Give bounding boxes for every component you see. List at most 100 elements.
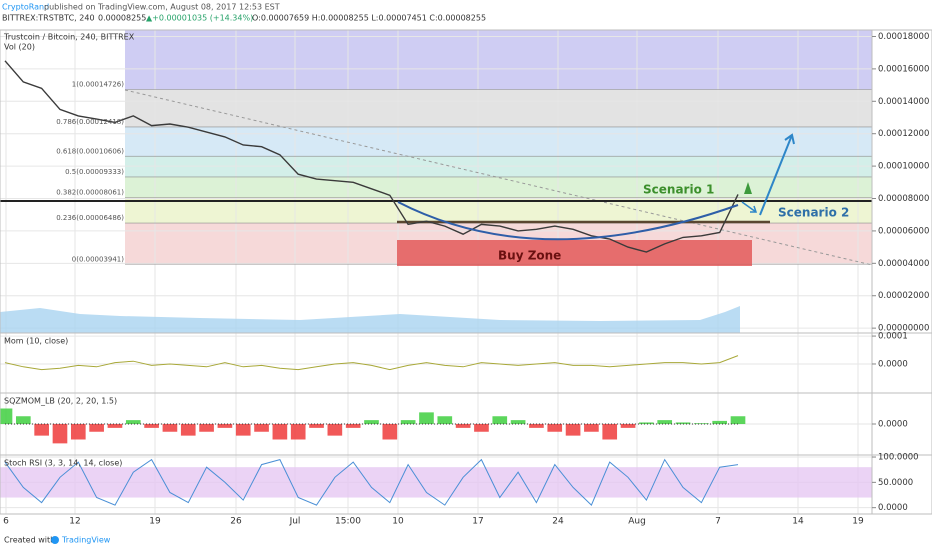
frame	[0, 29, 932, 515]
sqz-bar	[235, 424, 251, 436]
trend-line	[124, 89, 873, 266]
sqz-bar	[364, 420, 379, 424]
sqz-bar	[309, 424, 324, 428]
x-tick-label: 19	[149, 517, 161, 527]
fib-label: 0.786(0.00012418)	[56, 118, 124, 126]
y-tick-label: 0.00004000	[878, 259, 929, 269]
symbol: BITTREX:TRSTBTC, 240	[2, 14, 95, 23]
fib-label: 0.618(0.00010606)	[56, 147, 124, 155]
x-tick-label: 15:00	[335, 517, 361, 527]
sqz-bar	[15, 416, 31, 424]
sqz-bar	[52, 424, 68, 444]
y-tick-label: 0.00012000	[878, 129, 929, 139]
y-tick-label: 0.00000000	[878, 324, 929, 334]
x-tick-label: Aug	[628, 517, 646, 527]
x-tick-label: 26	[230, 517, 242, 527]
x-tick-label: 12	[69, 517, 80, 527]
x-tick-label: 17	[472, 517, 483, 527]
line-layer	[0, 89, 872, 506]
sqz-bar	[602, 424, 618, 440]
sqz-bar	[290, 424, 306, 440]
fib-label: 0.382(0.00008061)	[56, 189, 124, 197]
arrow-head	[750, 205, 758, 213]
sqz-bar	[455, 424, 471, 428]
fib-label: 0.236(0.00006486)	[56, 214, 124, 222]
sqz-bar	[510, 420, 526, 424]
author[interactable]: CryptoRand	[2, 3, 49, 12]
buy-zone-box	[397, 240, 752, 266]
y-tick-label: 0.0001	[878, 332, 908, 342]
x-tick-label: 24	[552, 517, 564, 527]
y-tick-label: 0.00006000	[878, 226, 929, 236]
brand-logo	[51, 536, 59, 544]
sqz-bar	[730, 416, 746, 424]
cup-curve	[397, 201, 739, 241]
stoch-line	[4, 458, 739, 506]
y-tick-label: 100.0000	[878, 453, 919, 463]
sqz-bar	[382, 424, 398, 440]
background-layer	[0, 30, 872, 514]
y-tick-label: 0.0000	[878, 503, 908, 513]
sqz-bar	[565, 424, 581, 436]
sqz-bar	[529, 424, 544, 428]
rocket-icon	[744, 182, 752, 194]
stoch-band	[0, 467, 872, 498]
sqz-bar	[547, 424, 563, 432]
y-tick-label: 0.00008000	[878, 194, 929, 204]
sqz-bar	[492, 416, 508, 424]
sqz-bar	[419, 412, 434, 424]
stoch-title: Stoch RSI (3, 3, 14, 14, close)	[4, 459, 122, 468]
y-tick-label: 0.0000	[878, 420, 908, 430]
sqz-bar	[272, 424, 288, 440]
fib-label: 0.5(0.00009333)	[65, 168, 124, 176]
arrow-head	[784, 133, 795, 145]
scenario-1-label: Scenario 1	[643, 183, 714, 197]
y-tick-label: 0.00002000	[878, 291, 929, 301]
fib-label: 1(0.00014726)	[72, 81, 124, 89]
x-tick-label: 10	[392, 517, 404, 527]
fib-label: 0(0.00003941)	[72, 255, 124, 263]
sqz-bar	[474, 424, 489, 432]
y-tick-label: 0.00016000	[878, 64, 929, 74]
mom-title: Mom (10, close)	[4, 337, 68, 346]
sqz-bar	[144, 424, 159, 428]
sqz-bar	[254, 424, 269, 432]
sqz-bar	[217, 424, 233, 428]
last-price: 0.00008255	[98, 14, 146, 23]
sqz-bar	[0, 408, 13, 424]
main-title: Trustcoin / Bitcoin, 240, BITTREX	[3, 33, 135, 42]
sqz-bar	[620, 424, 636, 428]
change: ▲+0.00001035 (+14.34%)	[146, 14, 253, 23]
volume-area	[0, 306, 740, 333]
sqz-bar	[70, 424, 86, 440]
y-tick-label: 0.00018000	[878, 32, 929, 42]
sqz-bar	[712, 420, 728, 424]
sqz-bar	[162, 424, 178, 432]
sqz-bar	[437, 416, 453, 424]
arrow-up	[759, 134, 793, 216]
sqz-bar	[125, 420, 141, 424]
fib-band	[125, 89, 872, 127]
volume-label: Vol (20)	[4, 43, 35, 52]
price-layer	[4, 60, 739, 253]
x-tick-label: 19	[852, 517, 864, 527]
ohlc: O:0.00007659 H:0.00008255 L:0.00007451 C…	[252, 14, 486, 23]
sqz-bar	[327, 424, 343, 436]
sqz-bar	[639, 422, 654, 424]
footer-created: Created with	[4, 536, 55, 545]
arrow-down	[741, 201, 757, 213]
x-tick-label: 7	[715, 517, 721, 527]
y-tick-label: 0.00014000	[878, 97, 929, 107]
sqz-bar	[199, 424, 214, 432]
x-tick-label: 14	[792, 517, 804, 527]
x-tick-label: 6	[3, 517, 9, 527]
fib-band	[125, 176, 872, 198]
sqz-bar	[107, 424, 123, 428]
sqz-bar	[345, 424, 361, 428]
fib-band	[125, 30, 872, 90]
fib-band	[125, 126, 872, 157]
sqz-bar	[657, 420, 673, 424]
sqz-bar	[400, 420, 416, 424]
footer-brand[interactable]: TradingView	[61, 536, 111, 545]
y-tick-label: 0.0000	[878, 359, 908, 369]
